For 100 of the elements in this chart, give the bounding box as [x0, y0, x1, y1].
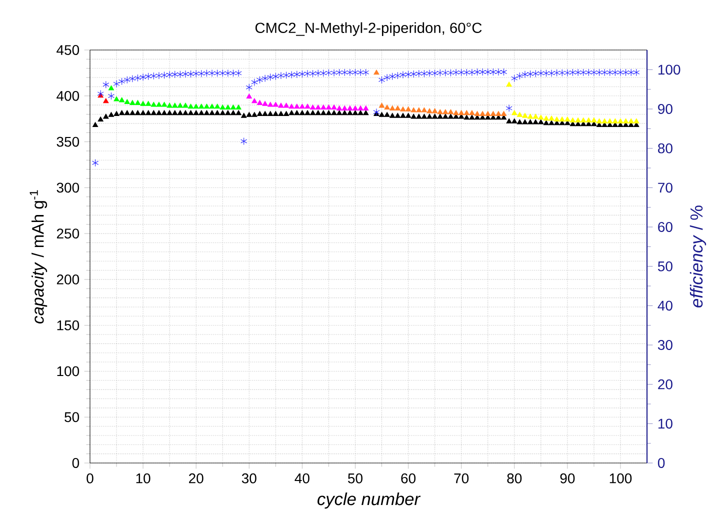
point	[166, 102, 172, 108]
point	[453, 110, 459, 116]
point	[220, 104, 226, 110]
point	[209, 104, 215, 109]
x-tick-label: 100	[610, 473, 632, 484]
point	[188, 104, 194, 109]
x-tick-label: 20	[189, 473, 204, 484]
y-tick-label: 100	[57, 366, 80, 376]
point	[156, 102, 162, 107]
point	[119, 97, 125, 102]
point	[559, 116, 565, 122]
point	[320, 104, 326, 110]
point	[390, 106, 396, 110]
point	[516, 112, 522, 117]
chart-title: CMC2_N-Methyl-2-piperidon, 60°C	[255, 22, 482, 36]
point	[358, 106, 364, 110]
x-tick-label: 0	[86, 473, 94, 484]
y2-tick-label: 20	[658, 379, 672, 390]
point	[283, 102, 290, 108]
point	[506, 82, 512, 87]
point	[336, 106, 342, 110]
point	[347, 106, 353, 110]
point	[458, 110, 464, 116]
point	[437, 109, 443, 114]
point	[182, 102, 188, 108]
point	[294, 104, 300, 109]
y-tick-label: 150	[57, 320, 80, 330]
point	[432, 108, 438, 114]
point	[146, 100, 152, 106]
point	[421, 107, 428, 112]
x-tick-label: 10	[136, 473, 150, 484]
y-tick-label: 0	[72, 458, 80, 468]
point	[161, 102, 168, 107]
point	[612, 118, 618, 124]
point	[198, 104, 204, 109]
y-tick-label: 350	[56, 136, 80, 147]
x-tick-label: 60	[401, 473, 416, 484]
point	[500, 111, 507, 116]
y2-tick-label: 40	[658, 300, 672, 311]
point	[480, 111, 486, 116]
point	[570, 117, 576, 122]
point	[532, 114, 538, 119]
y2-tick-label: 0	[658, 458, 665, 468]
point	[310, 104, 316, 110]
point	[262, 100, 268, 106]
point	[304, 104, 310, 109]
point	[150, 102, 156, 107]
y2-tick-label: 10	[658, 418, 672, 429]
point	[548, 116, 554, 121]
point	[374, 70, 380, 75]
point	[130, 100, 136, 105]
x-tick-label: 80	[507, 473, 522, 484]
point	[426, 108, 432, 114]
point	[172, 102, 178, 108]
y2-tick-label: 50	[658, 261, 672, 272]
x-tick-label: 40	[294, 473, 310, 484]
point	[299, 104, 306, 109]
point	[124, 99, 130, 104]
point	[272, 102, 278, 107]
y-tick-label: 250	[56, 228, 80, 239]
y-tick-label: 200	[56, 274, 80, 284]
point	[394, 106, 400, 110]
point	[586, 117, 592, 122]
point	[352, 106, 358, 110]
point	[442, 109, 448, 114]
y-axis-title: capacity / mAh g$^{-1}$	[30, 190, 48, 324]
point	[618, 118, 624, 124]
y2-tick-label: 70	[658, 182, 672, 193]
point	[496, 111, 502, 116]
point	[607, 118, 613, 124]
point	[214, 104, 220, 109]
point	[485, 111, 491, 116]
point	[252, 98, 258, 104]
y2-tick-label: 100	[658, 64, 680, 75]
point	[405, 106, 412, 112]
y2-axis-title: efficiency / %	[690, 206, 706, 308]
x-tick-label: 90	[560, 473, 575, 484]
y2-tick-label: 60	[658, 222, 672, 232]
point	[363, 106, 369, 110]
point	[410, 107, 416, 112]
point	[331, 104, 337, 110]
point	[103, 98, 109, 104]
point	[193, 104, 199, 109]
point	[378, 102, 385, 108]
y2-tick-label: 30	[658, 340, 672, 350]
x-tick-label: 50	[348, 473, 362, 484]
point	[474, 111, 480, 116]
point	[134, 100, 141, 105]
point	[400, 106, 406, 112]
x-tick-label: 70	[454, 473, 469, 484]
point	[288, 104, 294, 109]
point	[469, 110, 475, 116]
point	[204, 104, 210, 109]
point	[543, 116, 550, 121]
x-tick-label: 30	[242, 473, 256, 484]
point	[177, 102, 183, 108]
point	[602, 118, 608, 124]
point	[114, 96, 120, 102]
point	[580, 117, 586, 122]
point	[464, 110, 470, 116]
